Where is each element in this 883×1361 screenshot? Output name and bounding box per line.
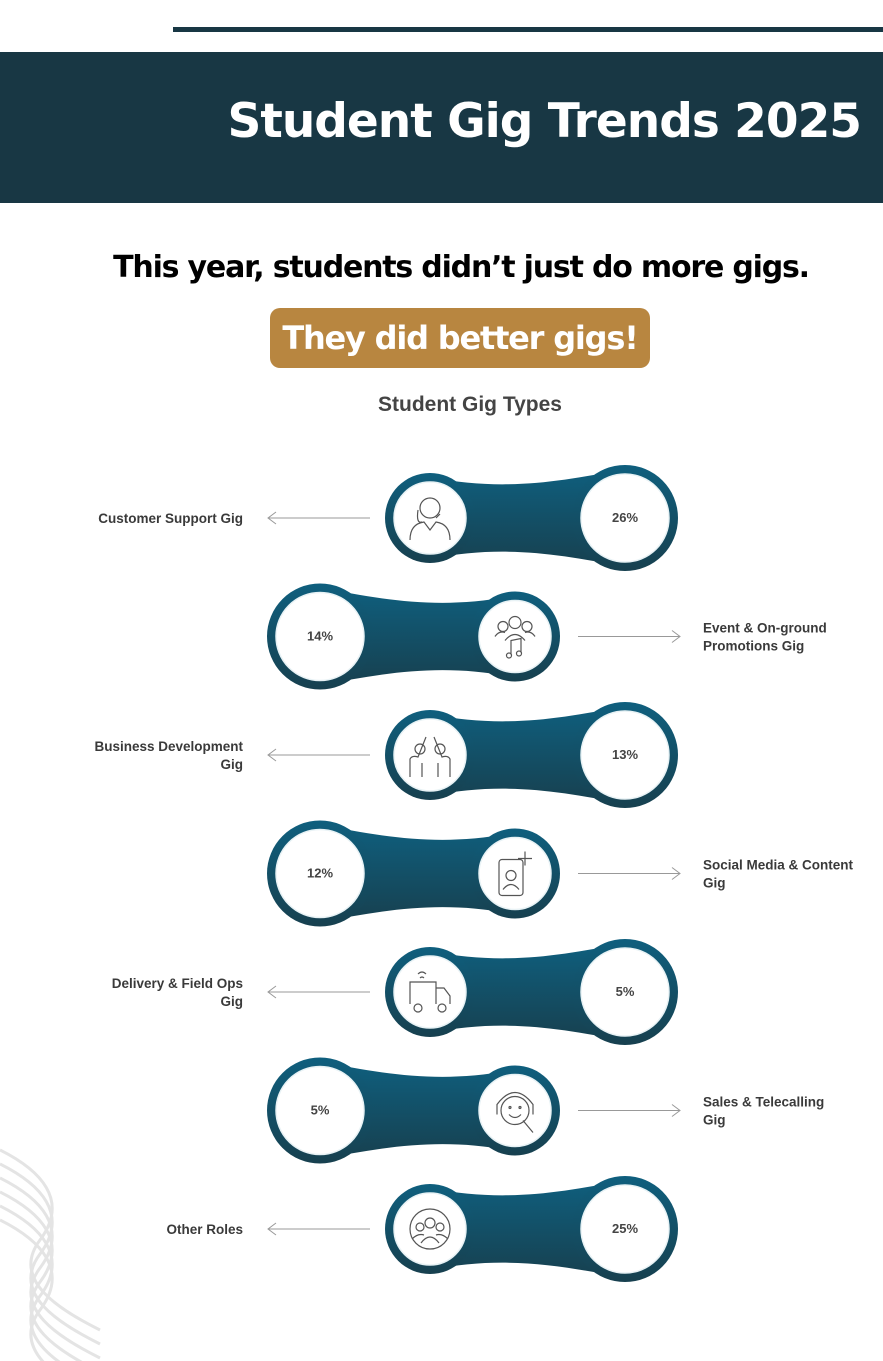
category-label: Delivery & Field Ops: [112, 976, 243, 991]
page-title: Student Gig Trends 2025: [227, 94, 862, 149]
arrow-left-icon: [267, 748, 370, 762]
group-icon: [409, 1208, 451, 1250]
wave-line: [0, 1148, 101, 1332]
arrow-right-icon: [578, 867, 681, 880]
icon-circle-inner: [393, 1192, 467, 1266]
gig-row: 14% Event & On-ground Promotions Gig: [267, 583, 827, 690]
value-label: 5%: [616, 984, 635, 999]
wave-line: [0, 1190, 83, 1361]
connector: [320, 824, 515, 923]
connector: [430, 706, 625, 804]
category-label: Gig: [221, 757, 244, 772]
connector: [320, 587, 515, 686]
gig-row: 5% Delivery & Field Ops Gig: [112, 939, 678, 1045]
top-rule: [173, 27, 883, 32]
wave-line: [0, 1204, 61, 1361]
value-label: 26%: [612, 510, 638, 525]
value-circle-inner: [275, 828, 365, 919]
category-label: Sales & Telecalling: [703, 1095, 824, 1110]
value-label: 14%: [307, 629, 333, 644]
category-label: Promotions Gig: [703, 639, 804, 654]
intro-line: This year, students didn’t just do more …: [113, 250, 810, 285]
value-circle-inner: [580, 710, 670, 800]
value-label: 5%: [311, 1103, 330, 1118]
icon-circle-inner: [393, 955, 467, 1029]
value-label: 25%: [612, 1221, 638, 1236]
chart-title: Student Gig Types: [378, 393, 562, 416]
value-circle-inner: [580, 1184, 670, 1274]
category-label: Event & On-ground: [703, 621, 827, 636]
category-label: Business Development: [94, 739, 243, 754]
social-media-icon: [498, 851, 532, 897]
arrow-left-icon: [267, 511, 370, 525]
category-label: Gig: [703, 876, 726, 891]
arrow-right-icon: [578, 630, 681, 643]
icon-circle-inner: [478, 599, 552, 674]
event-music-icon: [494, 615, 536, 659]
connector: [430, 469, 625, 567]
high-five-icon: [409, 736, 451, 777]
value-label: 13%: [612, 747, 638, 762]
arrow-left-icon: [267, 1222, 370, 1236]
category-label: Gig: [221, 994, 244, 1009]
value-circle-inner: [580, 473, 670, 563]
decorative-waves: [0, 1148, 101, 1361]
highlight-pill: They did better gigs!: [270, 308, 650, 368]
value-circle-inner: [275, 591, 365, 682]
icon-circle-inner: [478, 1073, 552, 1148]
value-label: 12%: [307, 866, 333, 881]
connector: [320, 1061, 515, 1160]
category-label: Gig: [703, 1113, 726, 1128]
icon-circle-inner: [393, 718, 467, 792]
wave-line: [0, 1162, 101, 1346]
gig-row: 26% Customer Support Gig: [98, 465, 678, 571]
category-label: Other Roles: [166, 1222, 243, 1237]
wave-line: [0, 1176, 101, 1360]
gig-row: 12% Social Media & Content Gig: [267, 820, 854, 927]
customer-support-icon: [409, 497, 451, 541]
category-label: Customer Support Gig: [98, 511, 243, 526]
value-circle-inner: [275, 1065, 365, 1156]
delivery-truck-icon: [409, 971, 451, 1013]
arrow-right-icon: [578, 1104, 681, 1117]
connector: [430, 1180, 625, 1278]
gig-row: 5% Sales & Telecalling Gig: [267, 1057, 824, 1164]
connector: [430, 943, 625, 1041]
arrow-left-icon: [267, 985, 370, 999]
gig-row: 25% Other Roles: [166, 1176, 678, 1282]
headset-icon: [496, 1091, 534, 1133]
header-banner: Student Gig Trends 2025: [0, 52, 883, 203]
category-label: Social Media & Content: [703, 858, 854, 873]
value-circle-inner: [580, 947, 670, 1037]
gig-row: 13% Business Development Gig: [94, 702, 678, 808]
wave-line: [0, 1218, 54, 1361]
